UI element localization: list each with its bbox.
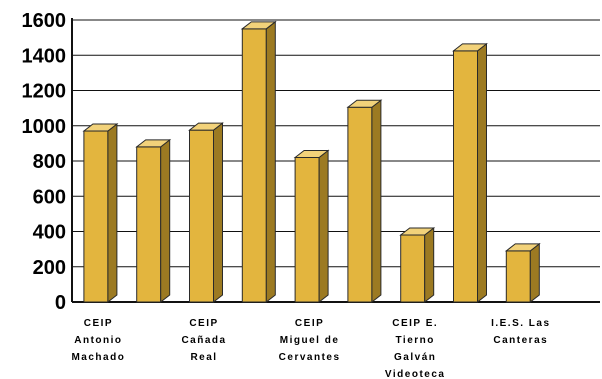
bar-side: [107, 123, 118, 304]
bar-front: [347, 106, 373, 303]
x-tick-label: CEIP Antonio Machado: [71, 318, 125, 363]
bars: [82, 20, 541, 304]
bar: [82, 123, 119, 304]
bar-side: [160, 138, 171, 304]
bar: [188, 122, 224, 304]
bar: [452, 42, 488, 304]
x-axis-category-labels: CEIP Antonio Machado CEIP Cañada Real CEIP Migu…: [71, 318, 550, 379]
bar-top: [293, 149, 330, 158]
y-tick-label: 600: [33, 186, 66, 208]
y-tick-label: 0: [55, 292, 66, 314]
bar-front: [505, 250, 531, 303]
bar-side: [318, 149, 329, 304]
y-tick-label: 1400: [22, 45, 67, 67]
bar-front: [453, 50, 478, 303]
y-tick-label: 800: [33, 151, 66, 173]
bar: [240, 20, 277, 304]
bar-top: [504, 243, 541, 252]
bar: [135, 138, 172, 304]
bar-side: [265, 20, 276, 304]
bar: [399, 227, 436, 304]
bar-front: [241, 28, 267, 303]
bar-top: [188, 122, 224, 131]
bar-side: [477, 42, 487, 304]
bar-top: [346, 99, 383, 108]
y-tick-label: 400: [33, 222, 66, 244]
bar-front: [400, 234, 426, 303]
y-tick-label: 200: [33, 257, 66, 279]
bar-side: [424, 227, 435, 304]
y-tick-label: 1000: [22, 116, 67, 138]
bar-top: [135, 139, 172, 148]
bar-top: [240, 21, 277, 30]
bar: [504, 242, 541, 304]
bar: [346, 99, 383, 304]
x-tick-label: CEIP Cañada Real: [181, 318, 226, 363]
x-tick-label: CEIP Miguel de Cervantes: [279, 318, 341, 363]
bar-side: [371, 99, 382, 304]
bar-top: [452, 43, 488, 52]
bar: [293, 149, 330, 304]
bar-side: [213, 122, 223, 304]
bar-front: [189, 129, 214, 303]
bar-front: [136, 146, 162, 303]
x-tick-label: I.E.S. Las Canteras: [491, 318, 550, 346]
y-tick-label: 1200: [22, 81, 67, 103]
y-tick-label: 1600: [22, 10, 67, 32]
x-tick-label: CEIP E. Tierno Galván Videoteca: [385, 318, 446, 379]
bar-front: [83, 130, 109, 303]
bar-side: [529, 242, 540, 304]
y-axis-tick-labels: 0 200 400 600 800 1000 1200 1400 1600: [22, 10, 67, 314]
bar-top: [399, 227, 436, 236]
bar-top: [82, 123, 119, 132]
bar-front: [294, 156, 320, 303]
